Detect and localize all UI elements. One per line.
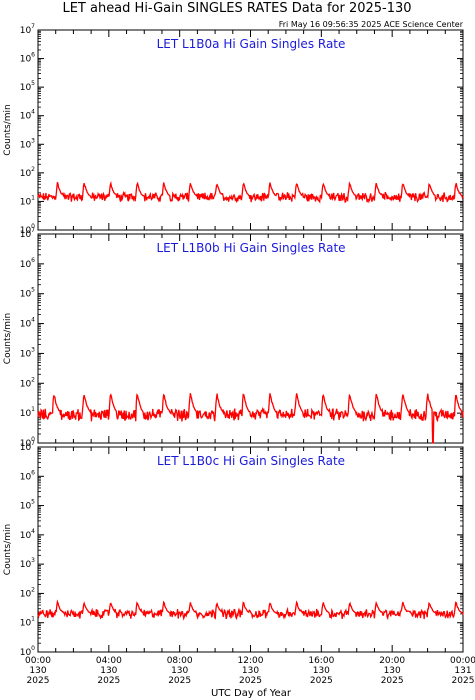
y-tick-label: 104 (20, 109, 35, 122)
y-tick-label: 100 (20, 645, 35, 658)
x-tick-label-time: 20:00 (379, 656, 405, 666)
panel-1: LET L1B0a Hi Gain Singles Rate 100 101 102 1… (3, 23, 464, 236)
panel-title: LET L1B0a Hi Gain Singles Rate (157, 37, 346, 51)
x-tick-label-doy: 131 (454, 666, 471, 676)
x-tick-label-year: 2025 (239, 676, 262, 686)
y-tick-label: 105 (20, 80, 35, 93)
y-tick-label: 102 (20, 166, 35, 179)
x-tick-label-doy: 130 (100, 666, 117, 676)
y-tick-label: 102 (20, 586, 35, 599)
y-tick-label: 105 (20, 287, 35, 300)
y-tick-label: 102 (20, 376, 35, 389)
x-tick-label-time: 16:00 (308, 656, 334, 666)
panel-3: LET L1B0c Hi Gain Singles Rate 100 101 102 1… (3, 440, 464, 658)
x-tick-label-doy: 130 (242, 666, 259, 676)
x-tick-label-year: 2025 (310, 676, 333, 686)
x-axis-labels: 00:00130202504:00130202508:00130202512:0… (25, 656, 475, 686)
panel-frame (37, 446, 464, 653)
x-tick-label-year: 2025 (27, 676, 50, 686)
x-axis-title: UTC Day of Year (211, 688, 292, 699)
x-tick-label-doy: 130 (313, 666, 330, 676)
x-tick-label-doy: 130 (171, 666, 188, 676)
y-tick-label: 100 (20, 436, 35, 449)
y-tick-label: 103 (20, 346, 35, 359)
y-tick-label: 101 (20, 194, 35, 207)
panel-2: LET L1B0b Hi Gain Singles Rate 100 101 102 1… (3, 227, 464, 449)
y-tick-label: 107 (20, 440, 35, 453)
panel-title: LET L1B0b Hi Gain Singles Rate (156, 241, 345, 255)
y-tick-label: 106 (20, 257, 35, 270)
y-tick-label: 105 (20, 499, 35, 512)
x-tick-label-time: 04:00 (96, 656, 122, 666)
y-tick-label: 106 (20, 52, 35, 65)
x-tick-label-time: 00:00 (25, 656, 51, 666)
x-tick-label-time: 12:00 (238, 656, 264, 666)
y-tick-label: 100 (20, 223, 35, 236)
generation-timestamp: Fri May 16 09:56:35 2025 ACE Science Cen… (279, 20, 464, 29)
y-tick-label: 103 (20, 137, 35, 150)
y-tick-label: 107 (20, 23, 35, 36)
y-tick-label: 104 (20, 528, 35, 541)
x-tick-label-year: 2025 (452, 676, 475, 686)
singles-rate-trace (37, 393, 464, 444)
x-tick-label-doy: 130 (384, 666, 401, 676)
x-tick-label-time: 00:00 (450, 656, 475, 666)
y-tick-label: 104 (20, 317, 35, 330)
y-axis-label: Counts/min (3, 104, 13, 155)
panel-title: LET L1B0c Hi Gain Singles Rate (157, 454, 345, 468)
y-axis-label: Counts/min (3, 524, 13, 575)
figure-title: LET ahead Hi-Gain SINGLES RATES Data for… (62, 1, 411, 16)
y-tick-label: 103 (20, 557, 35, 570)
singles-rate-trace (37, 599, 464, 621)
x-tick-label-time: 08:00 (167, 656, 193, 666)
y-tick-label: 107 (20, 227, 35, 240)
x-tick-label-doy: 130 (29, 666, 46, 676)
y-tick-label: 106 (20, 469, 35, 482)
x-tick-label-year: 2025 (97, 676, 120, 686)
y-axis-label: Counts/min (3, 313, 13, 364)
x-tick-label-year: 2025 (381, 676, 404, 686)
panels-group: LET L1B0a Hi Gain Singles Rate 100 101 102 1… (3, 23, 464, 658)
y-tick-label: 101 (20, 406, 35, 419)
x-tick-label-year: 2025 (168, 676, 191, 686)
singles-rate-trace (37, 180, 464, 204)
y-tick-label: 101 (20, 616, 35, 629)
